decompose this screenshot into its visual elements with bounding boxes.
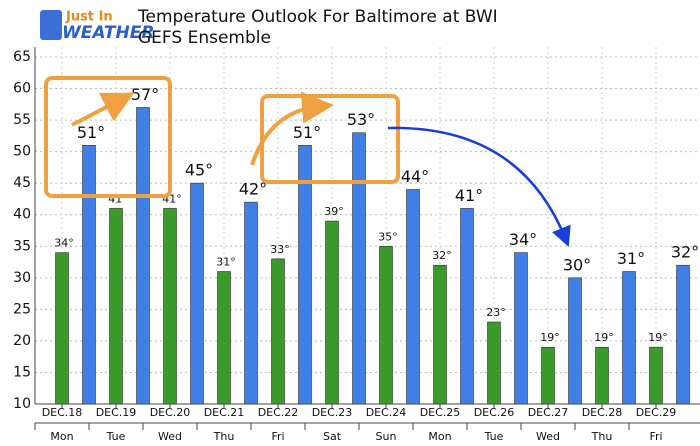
bar	[541, 346, 555, 405]
day-label: Wed	[536, 430, 560, 443]
data-label: 32°	[432, 249, 452, 262]
data-label: 31°	[216, 256, 236, 269]
bar	[649, 346, 663, 405]
x-tick-label: DEC.18	[42, 406, 83, 419]
data-label: 53°	[347, 110, 375, 129]
bar	[163, 208, 177, 405]
data-label: 44°	[401, 167, 429, 186]
bar	[217, 271, 231, 405]
x-tick-label: DEC.21	[204, 406, 245, 419]
y-tick-label: 15	[13, 364, 31, 380]
x-tick-label: DEC.29	[636, 406, 677, 419]
bar	[379, 245, 393, 405]
day-label: Sun	[376, 430, 397, 443]
data-label: 45°	[185, 161, 213, 180]
day-label: Mon	[50, 430, 73, 443]
day-label: Mon	[428, 430, 451, 443]
data-label: 51°	[77, 123, 105, 142]
y-tick-label: 20	[13, 333, 31, 349]
y-tick-label: 60	[13, 81, 31, 97]
x-tick-label: DEC.20	[150, 406, 191, 419]
y-tick-label: 25	[13, 301, 31, 317]
plot: 10 15 20 25 30 35 40 45 50 55 60 65 DEC.18 Mon DEC.19 T…	[13, 47, 700, 443]
data-label: 34°	[509, 230, 537, 249]
day-label: Tue	[106, 430, 126, 443]
data-label: 41°	[455, 186, 483, 205]
bar	[298, 145, 312, 405]
data-label: 31°	[617, 249, 645, 268]
x-tick-label: DEC.22	[258, 406, 299, 419]
y-tick-label: 35	[13, 238, 31, 254]
annotations	[44, 76, 571, 247]
bar	[109, 208, 123, 405]
y-tick-label: 10	[13, 396, 31, 412]
logo-text: WEATHER	[62, 23, 154, 43]
data-label: 57°	[131, 85, 159, 104]
day-label: Thu	[591, 430, 613, 443]
bar	[433, 264, 447, 405]
y-tick-label: 50	[13, 144, 31, 160]
day-label: Fri	[649, 430, 662, 443]
y-tick-label: 45	[13, 175, 31, 191]
highlight-box	[44, 76, 172, 198]
day-label: Thu	[213, 430, 235, 443]
data-label: 32°	[671, 243, 699, 262]
arrow	[250, 91, 334, 166]
x-tick-label: DEC.23	[312, 406, 353, 419]
highlight-box	[260, 94, 400, 184]
bar	[244, 201, 258, 405]
y-tick-label: 30	[13, 270, 31, 286]
x-tick-label: DEC.26	[474, 406, 515, 419]
bar	[595, 346, 609, 405]
bar	[271, 258, 285, 405]
x-tick-label: DEC.28	[582, 406, 623, 419]
bar	[82, 145, 96, 405]
data-label: 39°	[324, 205, 344, 218]
bar	[136, 107, 150, 405]
chart-subtitle: GEFS Ensemble	[138, 28, 271, 48]
x-tick-label: DEC.19	[96, 406, 137, 419]
bar	[406, 189, 420, 405]
data-label: 42°	[239, 180, 267, 199]
bar	[55, 252, 69, 405]
bar	[190, 182, 204, 405]
data-label: 19°	[540, 331, 560, 344]
bar	[514, 252, 528, 405]
data-label: 19°	[648, 331, 668, 344]
x-tick-label: DEC.27	[528, 406, 569, 419]
chart-title: Temperature Outlook For Baltimore at BWI	[137, 7, 498, 27]
data-label: 33°	[270, 243, 290, 256]
x-tick-label: DEC.25	[420, 406, 461, 419]
data-label: 51°	[293, 123, 321, 142]
bar	[568, 277, 582, 405]
y-tick-label: 40	[13, 207, 31, 223]
data-label: 30°	[563, 255, 591, 274]
bar	[676, 264, 690, 405]
data-label: 19°	[594, 331, 614, 344]
arrow	[387, 126, 571, 247]
day-label: Sat	[323, 430, 342, 443]
data-label: 35°	[378, 230, 398, 243]
bar	[460, 208, 474, 405]
data-label: 34°	[54, 237, 74, 250]
bar	[325, 220, 339, 405]
day-label: Fri	[271, 430, 284, 443]
arrow	[71, 92, 135, 127]
data-label: 23°	[486, 306, 506, 319]
bar	[352, 132, 366, 405]
day-label: Wed	[158, 430, 182, 443]
y-tick-label: 65	[13, 49, 31, 65]
y-tick-label: 55	[13, 112, 31, 128]
logo-text: Just In	[65, 10, 113, 25]
x-tick-label: DEC.24	[366, 406, 407, 419]
day-label: Tue	[484, 430, 504, 443]
logo-icon	[40, 10, 62, 40]
bar	[622, 271, 636, 405]
bar	[487, 321, 501, 405]
